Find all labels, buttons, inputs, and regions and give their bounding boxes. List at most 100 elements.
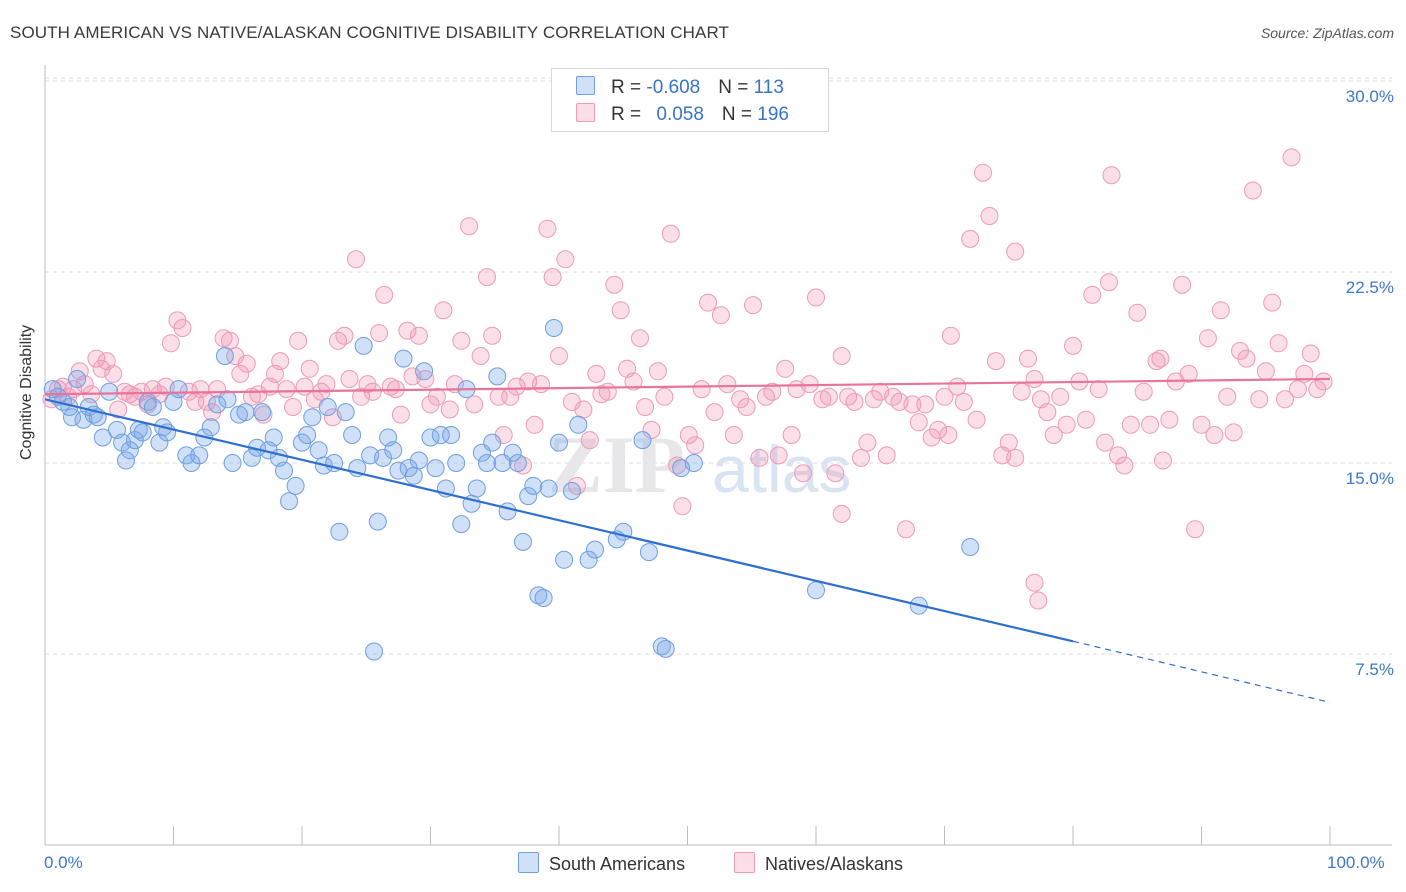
data-point xyxy=(1025,370,1044,388)
data-point xyxy=(1186,520,1205,539)
series-south-americans-points xyxy=(43,319,980,661)
data-point xyxy=(340,370,359,388)
data-point xyxy=(877,446,896,465)
data-point xyxy=(819,387,838,406)
data-point xyxy=(343,426,362,444)
data-point xyxy=(539,479,558,498)
data-point xyxy=(508,454,527,472)
data-point xyxy=(624,372,643,391)
axes xyxy=(44,65,1392,846)
data-point xyxy=(271,352,290,371)
data-point xyxy=(903,395,922,414)
data-point xyxy=(769,446,788,465)
data-point xyxy=(363,382,382,401)
legend-r-label: R = xyxy=(611,77,647,98)
data-point xyxy=(109,400,128,419)
data-point xyxy=(1211,301,1230,320)
data-point xyxy=(375,285,394,304)
data-point xyxy=(568,476,586,495)
data-point xyxy=(394,349,413,368)
data-point xyxy=(916,395,935,414)
data-point xyxy=(431,426,450,444)
data-point xyxy=(368,512,387,531)
data-point xyxy=(471,347,490,365)
data-point xyxy=(737,398,756,416)
data-point xyxy=(1308,380,1327,399)
chart-title: SOUTH AMERICAN VS NATIVE/ALASKAN COGNITI… xyxy=(10,23,730,42)
trend-line-south-americans xyxy=(44,398,1074,643)
data-point xyxy=(807,288,825,307)
data-point xyxy=(648,362,667,381)
x-tick-label-0: 0.0% xyxy=(44,853,83,872)
data-point xyxy=(286,476,305,495)
data-point xyxy=(1006,242,1025,261)
data-point xyxy=(398,321,417,340)
data-point xyxy=(529,586,548,605)
data-point xyxy=(574,400,593,419)
data-point xyxy=(242,448,261,467)
data-point xyxy=(434,301,453,320)
data-point xyxy=(488,367,507,386)
data-point xyxy=(1109,446,1127,465)
data-point xyxy=(1276,390,1294,409)
data-point xyxy=(409,451,428,470)
trend-line-natives-alaskans xyxy=(44,377,1331,396)
data-point xyxy=(724,426,743,444)
data-point xyxy=(711,306,730,325)
data-point xyxy=(190,446,209,465)
data-point xyxy=(1160,410,1179,429)
data-point xyxy=(169,380,188,399)
data-point xyxy=(954,392,973,411)
data-point xyxy=(1089,380,1108,399)
legend-n-label: N = xyxy=(718,77,754,98)
data-point xyxy=(298,426,317,444)
data-point xyxy=(421,428,440,447)
bottom-legend-swatch-blue xyxy=(518,852,539,873)
data-point xyxy=(807,581,825,600)
data-point xyxy=(679,426,698,444)
data-point xyxy=(1263,293,1282,312)
data-point xyxy=(1115,456,1134,475)
data-point xyxy=(731,390,750,409)
trend-line-south-americans-extension xyxy=(1072,640,1331,703)
bottom-legend-natives-alaskans: Natives/Alaskans xyxy=(734,852,903,876)
bottom-legend-south-americans: South Americans xyxy=(518,852,685,876)
data-point xyxy=(782,426,801,444)
data-point xyxy=(974,163,992,182)
data-point xyxy=(365,642,383,661)
data-point xyxy=(416,370,435,388)
data-point xyxy=(277,380,296,399)
data-point xyxy=(1100,273,1118,292)
data-point xyxy=(605,275,624,294)
data-point xyxy=(550,347,568,365)
data-point xyxy=(939,426,958,444)
data-point xyxy=(525,415,544,434)
data-point xyxy=(415,362,434,381)
data-point xyxy=(452,515,471,534)
source-label: Source: ZipAtlas.com xyxy=(1260,25,1394,41)
data-point xyxy=(776,359,795,378)
data-point xyxy=(133,423,152,442)
data-point xyxy=(440,400,459,419)
data-point xyxy=(636,398,655,416)
data-point xyxy=(1134,382,1153,401)
data-point xyxy=(460,217,479,236)
data-point xyxy=(1102,166,1121,185)
data-point xyxy=(1083,285,1102,304)
data-point xyxy=(1044,426,1063,444)
data-point xyxy=(1173,275,1192,294)
legend-row-south-americans: R = -0.608 N = 113 xyxy=(576,76,784,98)
data-point xyxy=(182,454,201,472)
data-point xyxy=(718,375,737,394)
legend-n-label: N = xyxy=(721,104,758,125)
data-point xyxy=(330,522,349,541)
data-point xyxy=(391,405,410,424)
data-point xyxy=(1231,341,1249,360)
data-point xyxy=(642,420,661,439)
data-point xyxy=(909,413,928,432)
data-point xyxy=(1038,403,1057,422)
legend-r-value: 0.058 xyxy=(656,104,704,125)
bottom-legend-swatch-pink xyxy=(734,852,755,873)
data-point xyxy=(579,550,598,569)
data-point xyxy=(1192,415,1211,434)
